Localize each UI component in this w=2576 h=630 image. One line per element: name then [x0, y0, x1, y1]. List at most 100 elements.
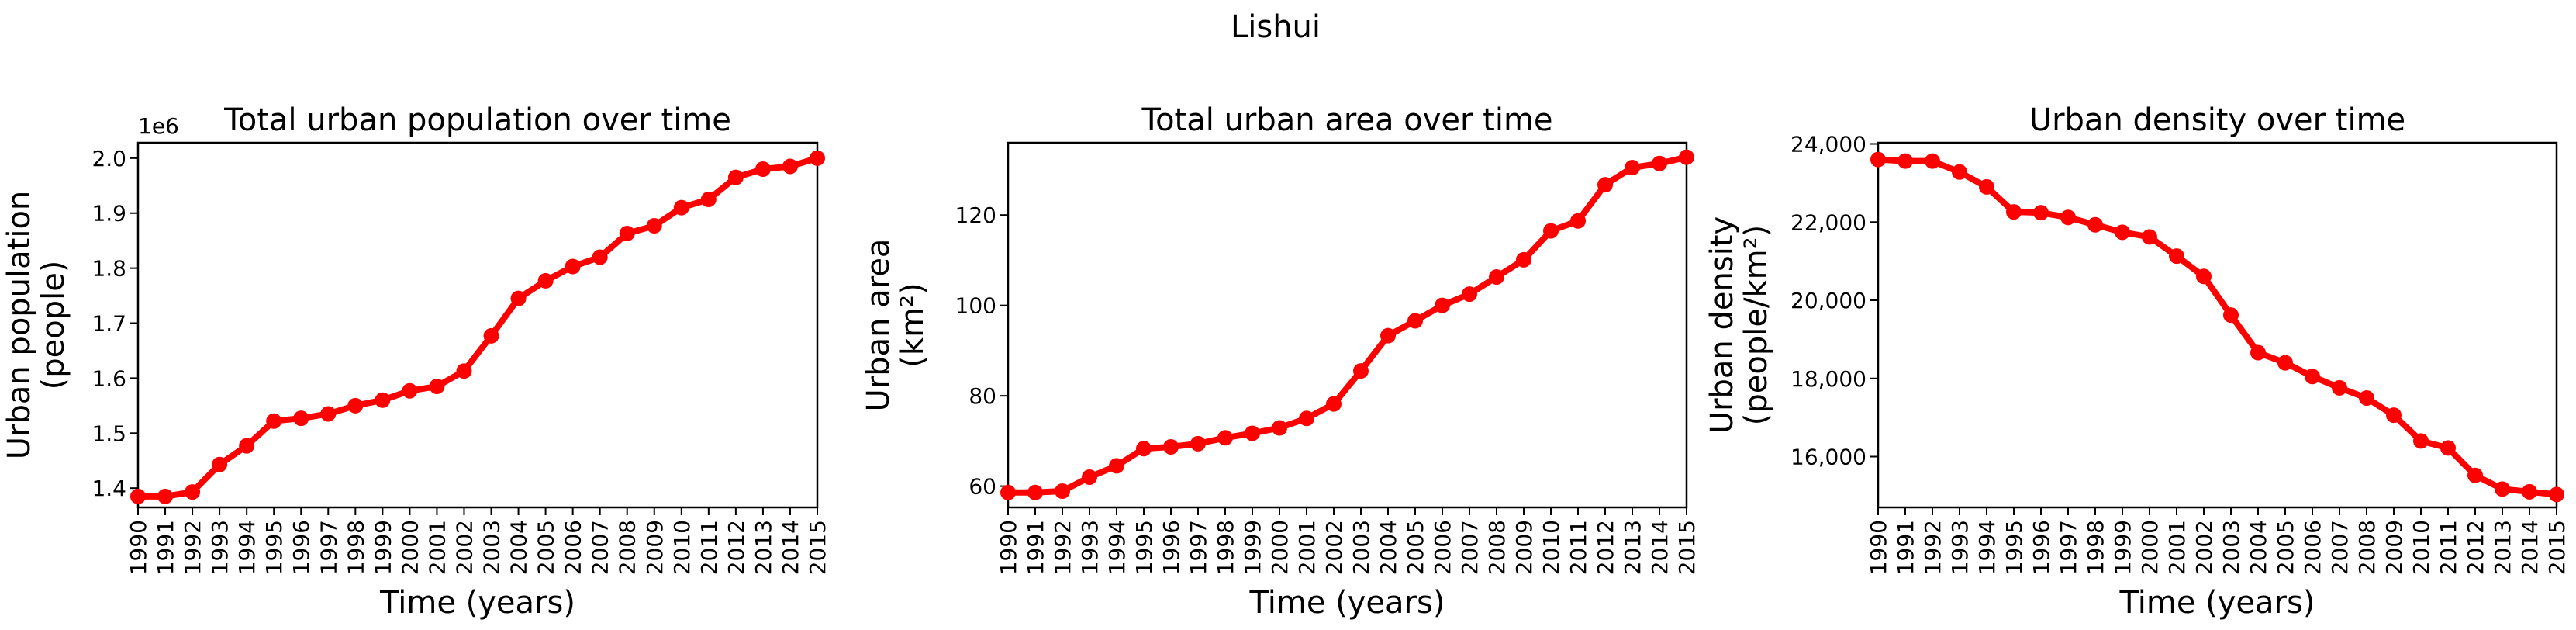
data-point [700, 192, 717, 208]
data-point [239, 438, 255, 454]
x-tick-label: 2002 [451, 520, 477, 575]
x-tick-label: 2007 [2327, 520, 2353, 575]
x-tick-label: 1997 [316, 520, 341, 575]
x-tick-label: 2001 [2164, 520, 2190, 575]
data-point [537, 272, 554, 289]
plot-frame [1007, 141, 1688, 509]
x-tick-label: 2008 [1484, 520, 1510, 575]
data-point [673, 199, 689, 216]
y-tick-label: 80 [969, 383, 996, 409]
y-axis-label: Urban population [2, 191, 37, 460]
data-point [2250, 344, 2266, 361]
data-point [1462, 286, 1477, 303]
data-point [592, 249, 608, 265]
x-tick-label: 2000 [397, 520, 423, 575]
data-point [1109, 458, 1124, 474]
figure-title: Lishui [1231, 9, 1321, 45]
x-tick-label: 2011 [2436, 520, 2461, 575]
x-tick-label: 2012 [1593, 520, 1618, 575]
x-tick-label: 1997 [1186, 520, 1211, 575]
data-point [1570, 213, 1586, 229]
data-point [1082, 469, 1097, 485]
x-axis-label: Time (years) [379, 585, 575, 621]
x-tick-label: 1993 [1947, 520, 1973, 575]
x-tick-label: 2015 [1674, 520, 1700, 575]
y-offset-label: 1e6 [138, 113, 179, 139]
data-point [320, 406, 337, 422]
plot-frame [136, 141, 819, 509]
x-tick-label: 1992 [180, 520, 205, 575]
x-tick-label: 1993 [207, 520, 233, 575]
data-point [1190, 435, 1206, 452]
data-point [212, 456, 228, 472]
y-tick-label: 22,000 [1790, 209, 1866, 235]
x-tick-label: 2014 [2517, 520, 2543, 575]
data-point [1897, 153, 1913, 169]
x-tick-label: 2010 [2409, 520, 2434, 575]
data-point [1625, 160, 1640, 176]
data-point [429, 379, 445, 395]
y-tick-label: 1.9 [92, 201, 126, 227]
data-point [1870, 151, 1886, 168]
plot-frame [1877, 141, 2558, 509]
y-tick-label: 1.5 [92, 421, 126, 446]
x-tick-label: 1994 [1104, 520, 1130, 575]
data-point [1353, 363, 1369, 379]
data-point [1407, 313, 1423, 329]
data-point [646, 218, 662, 234]
data-point [2006, 204, 2022, 220]
y-axis-label: Urban density [1704, 216, 1740, 434]
x-tick-label: 2013 [1620, 520, 1645, 575]
x-tick-label: 1991 [1893, 520, 1918, 575]
x-tick-label: 1991 [153, 520, 178, 575]
data-point [1435, 297, 1450, 313]
data-point [1380, 327, 1396, 344]
y-tick-label: 120 [955, 202, 996, 228]
x-tick-label: 1996 [1159, 520, 1184, 575]
chart-density: Urban density over time 16,000 18,000 20,00… [1704, 102, 2570, 621]
y-tick-label: 1.6 [92, 365, 126, 391]
data-point [293, 410, 309, 427]
x-tick-label: 2003 [2219, 520, 2244, 575]
data-point [1299, 410, 1314, 427]
y-tick-label: 18,000 [1790, 366, 1866, 392]
x-tick-label: 2014 [1647, 520, 1673, 575]
data-point [1136, 441, 1152, 457]
x-tick-label: 2002 [1321, 520, 1347, 575]
x-tick-label: 1996 [2029, 520, 2054, 575]
data-point [2087, 216, 2103, 233]
x-axis-label: Time (years) [1249, 585, 1445, 621]
data-point [483, 327, 499, 344]
data-point [1952, 164, 1967, 180]
x-tick-label: 1992 [1920, 520, 1946, 575]
data-point [2467, 467, 2483, 483]
data-point [2277, 355, 2293, 371]
data-point [2386, 407, 2402, 424]
data-point [1597, 177, 1613, 193]
x-tick-label: 1994 [234, 520, 260, 575]
x-tick-label: 2009 [642, 520, 668, 575]
data-point [157, 488, 174, 504]
data-point [619, 225, 635, 241]
data-point [2413, 433, 2429, 449]
x-tick-label: 2005 [2273, 520, 2298, 575]
x-tick-label: 1991 [1023, 520, 1048, 575]
x-tick-label: 1996 [288, 520, 314, 575]
x-tick-label: 2013 [751, 520, 776, 575]
data-point [2223, 307, 2239, 324]
x-tick-label: 2004 [506, 520, 532, 575]
x-tick-label: 1995 [2001, 520, 2027, 575]
data-point [2142, 229, 2157, 245]
y-tick-label: 60 [969, 474, 996, 500]
x-tick-label: 1995 [1131, 520, 1157, 575]
x-tick-label: 2010 [669, 520, 695, 575]
data-point [810, 150, 825, 166]
data-point [1217, 430, 1233, 446]
x-tick-label: 2003 [479, 520, 505, 575]
y-axis-label: Urban area [861, 239, 896, 412]
x-tick-label: 1995 [261, 520, 287, 575]
data-point [1000, 484, 1016, 500]
y-tick-label: 24,000 [1790, 132, 1866, 158]
x-tick-label: 2000 [2137, 520, 2163, 575]
